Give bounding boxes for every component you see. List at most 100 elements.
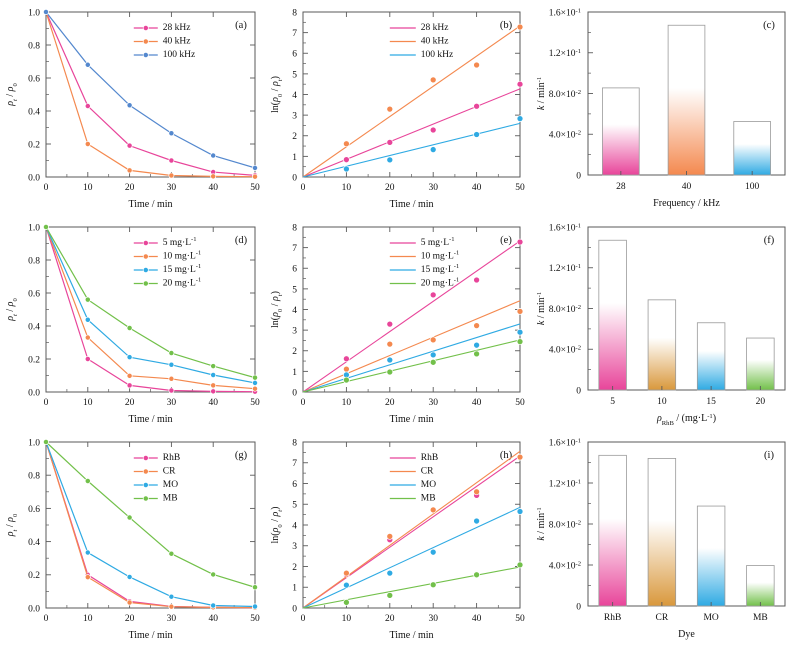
legend-label: 10 mg·L-1 [421,250,459,262]
legend-marker [142,482,149,488]
y-tick-label: 4.0×10-2 [549,344,581,356]
y-tick-label: 1 [292,584,297,594]
data-point [429,126,437,134]
data-point [429,291,437,299]
x-tick-label: 0 [301,183,306,193]
legend-label: 15 mg·L-1 [163,263,201,275]
x-tick-label: 20 [385,398,395,408]
x-tick-label: 10 [83,183,93,193]
data-point [343,599,350,606]
panel-g: 0 10 20 30 40 50 0.0 0.2 0.4 0.6 0.8 1.0 Time / min ρ… [0,430,265,646]
x-axis-label: ρRhB / (mg·L-1) [656,413,716,427]
x-axis-label: Time / min [389,630,433,641]
fit-line [302,240,521,393]
bar [746,337,775,391]
y-tick-label: 8 [292,8,297,18]
data-point [343,569,350,577]
y-tick-label: 5 [292,501,297,511]
y-axis-label: ρt / ρ0 [5,83,19,107]
bar [696,505,726,607]
x-tick-label: 50 [250,183,260,193]
data-point [84,141,91,147]
data-point [168,157,175,164]
x-tick-label: 50 [515,398,525,408]
data-point [343,581,350,589]
x-tick-label: 20 [385,183,395,193]
data-point [126,167,133,174]
data-point [429,76,437,84]
data-point [126,372,133,379]
fit-line [302,339,521,393]
x-axis-label: Time / min [128,414,172,425]
panel-tag: (i) [764,450,774,461]
legend-label: MB [421,494,436,504]
data-point [473,276,480,284]
x-tick-label: 0 [44,183,49,193]
y-tick-label: 1.0 [28,8,40,18]
bar [746,565,775,607]
y-tick-label: 8.0×10-2 [549,519,581,531]
x-axis-label: Time / min [128,630,172,641]
data-point [43,9,49,15]
data-point [252,584,258,591]
legend-label: 28 kHz [421,23,449,33]
y-tick-label: 0.4 [28,107,40,117]
panel-tag: (f) [764,235,775,246]
data-point [516,328,524,336]
data-point [84,356,91,362]
data-point [210,602,217,609]
data-point [386,356,394,364]
data-point [126,382,133,389]
x-axis-label: Frequency / kHz [653,198,720,209]
plot-frame [302,226,521,393]
data-point [168,387,175,394]
data-point [386,533,394,540]
panel-tag: (a) [235,20,247,31]
legend-label: 28 kHz [163,23,191,33]
data-point [168,603,175,610]
x-tick-label: 0 [301,614,306,624]
data-point [168,172,175,179]
y-tick-label: 5 [292,285,297,295]
x-tick-label: 40 [682,182,692,192]
data-point [473,517,480,525]
chart-a: 0 10 20 30 40 50 0.0 0.2 0.4 0.6 0.8 1.0 Time / min ρ… [5,8,260,210]
y-tick-label: 0.4 [28,322,40,332]
y-tick-label: 7 [292,459,297,469]
y-tick-label: 6 [292,265,297,275]
chart-g: 0 10 20 30 40 50 0.0 0.2 0.4 0.6 0.8 1.0 Time / min ρ… [5,438,260,641]
chart-b: 0 10 20 30 40 50 0 1 2 3 4 5 6 7 8 Time / min ln(ρ0 / ρt… [270,8,525,210]
data-point [84,103,91,110]
x-tick-label: 10 [342,398,352,408]
data-point [84,334,91,341]
fit-line [302,455,521,609]
data-point [473,488,480,496]
data-point [386,320,394,328]
y-tick-label: 4.0×10-2 [549,560,581,572]
y-tick-label: 8.0×10-2 [549,303,581,315]
y-tick-label: 1.0 [28,223,40,233]
x-tick-label: 28 [616,182,626,192]
legend-label: MB [163,494,178,504]
bar [733,121,771,176]
x-tick-label: 30 [428,183,438,193]
y-axis-label: k / min-1 [536,292,548,325]
x-tick-label: 10 [83,614,93,624]
y-tick-label: 3 [292,112,297,122]
series-line [45,11,256,169]
legend-label: RhB [163,453,180,463]
y-tick-label: 4 [292,91,297,101]
series-line [45,226,256,390]
y-tick-label: 0 [576,602,581,612]
data-point [210,173,217,180]
x-tick-label: 0 [44,398,49,408]
y-tick-label: 1.2×10-1 [549,263,581,275]
data-point [126,142,133,149]
data-point [43,224,49,230]
panel-tag: (g) [235,450,248,461]
legend-label: 40 kHz [421,37,449,47]
legend-label: CR [163,467,176,477]
data-point [168,550,175,557]
legend-label: MO [163,480,178,490]
x-tick-label: 40 [472,398,482,408]
